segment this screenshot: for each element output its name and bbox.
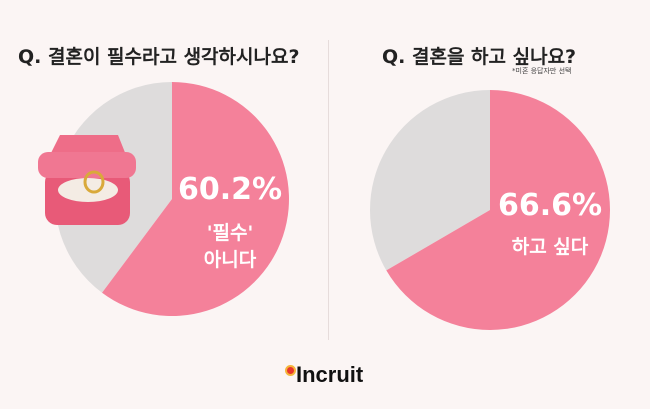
chart2-value-label: 66.6% — [497, 188, 603, 223]
incruit-logo: Incruit — [285, 362, 363, 388]
chart2-title: Q. 결혼을 하고 싶나요? — [382, 46, 577, 68]
chart1-slice-1 — [102, 82, 290, 316]
chart2-slice-1 — [386, 90, 611, 330]
chart2-slice-2 — [370, 90, 490, 271]
chart1-value-label: 60.2% — [177, 172, 283, 207]
chart1-title: Q. 결혼이 필수라고 생각하시나요? — [18, 46, 300, 68]
chart2-note: *미혼 응답자만 선택 — [512, 67, 572, 75]
divider — [328, 40, 329, 340]
ring-box-illustration — [38, 135, 136, 225]
chart2-slice-label: 하고 싶다 — [511, 236, 589, 258]
chart1-slice-label: '필수' 아니다 — [203, 222, 257, 271]
